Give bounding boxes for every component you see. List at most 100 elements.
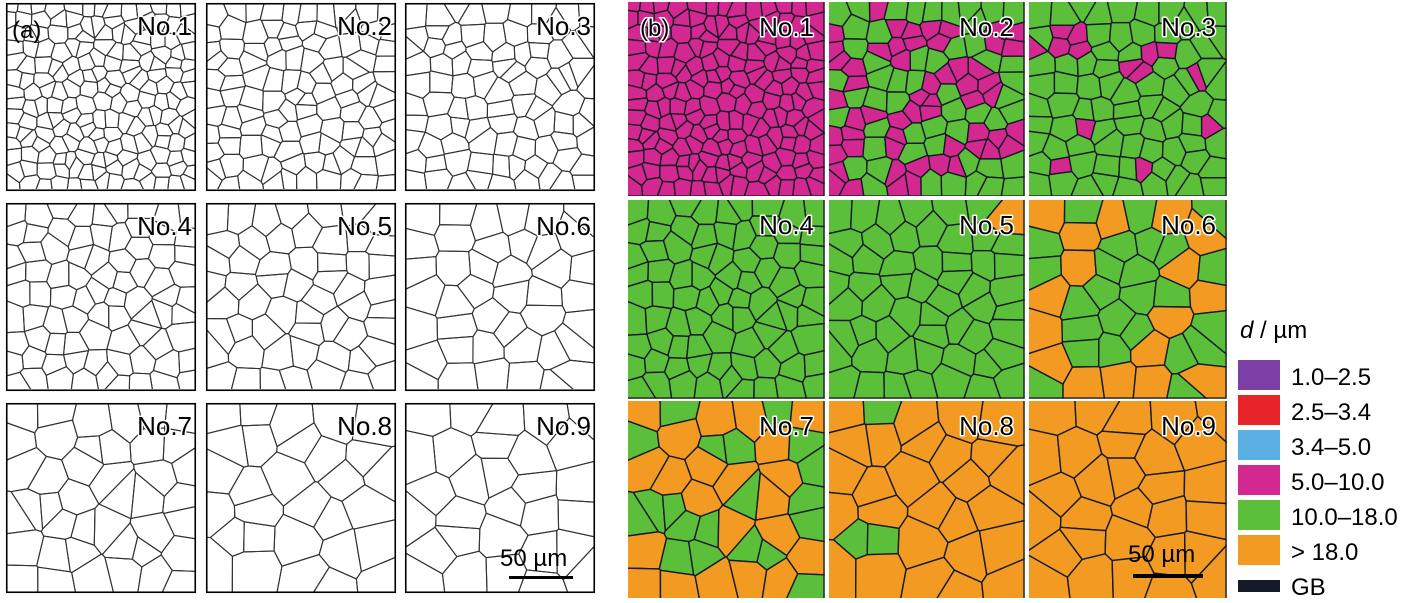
panel-b-tile-label: No.4: [759, 210, 814, 240]
colored-grain: [1156, 42, 1177, 58]
grain-boundary: [180, 13, 198, 37]
panel-a-tile-label: No.2: [337, 11, 392, 41]
grain-boundary: [177, 370, 198, 393]
panel-a-tile-frame: [404, 202, 596, 392]
colored-grain: [806, 177, 824, 197]
panel-b-tile-label: No.5: [959, 210, 1014, 240]
panel-a-tile-label: No.8: [337, 411, 392, 441]
legend-swatch: [1238, 395, 1280, 425]
colored-grain: [984, 338, 1024, 370]
panel-a-tile-label: No.9: [536, 411, 591, 441]
legend-title-var: d: [1240, 317, 1254, 344]
legend-swatch: [1238, 500, 1280, 530]
grain-boundary: [359, 336, 398, 366]
legend-label: 10.0–18.0: [1291, 504, 1398, 531]
legend-swatch: [1238, 430, 1280, 460]
colored-grain: [1200, 178, 1226, 197]
colored-grain: [660, 570, 699, 598]
panel-a-tile-frame: [5, 402, 197, 594]
grain-boundary: [180, 174, 198, 193]
grain-boundary: [564, 201, 597, 240]
grain-boundary: [363, 446, 398, 504]
panel-b-scale-line: [1133, 574, 1203, 578]
panel-a-tile-frame: [205, 2, 397, 192]
legend-swatch: [1238, 535, 1280, 565]
legend-label: GB: [1291, 574, 1326, 598]
colored-grain: [926, 285, 963, 317]
grain-boundary: [376, 174, 398, 193]
colored-grain: [1178, 364, 1226, 398]
panel-b-label: (b): [640, 15, 669, 42]
panel-b-tile: No.1: [628, 2, 824, 197]
panel-b-tile-label: No.2: [959, 12, 1014, 42]
panel-a-tile-label: No.5: [337, 211, 392, 241]
legend-label: 1.0–2.5: [1291, 364, 1371, 391]
colored-grain: [1062, 315, 1103, 342]
colored-grain: [941, 172, 966, 197]
panel-b-tile-label: No.7: [759, 411, 814, 441]
colored-grain: [797, 305, 824, 327]
colored-grain: [989, 319, 1024, 348]
panel-b-scale-bar: 50 µm: [1128, 541, 1203, 578]
colored-grain: [1182, 113, 1202, 136]
panel-a-tile-label: No.6: [536, 211, 591, 241]
colored-grain: [670, 98, 686, 114]
panel-b-tile-label: No.6: [1161, 210, 1216, 240]
grain-boundary: [356, 556, 398, 595]
grain-boundary: [178, 201, 198, 228]
colored-grain: [803, 374, 824, 398]
colored-grain: [856, 554, 906, 598]
panel-a-tile-background: [206, 3, 396, 191]
panel-b-tile: No.9: [1029, 401, 1226, 598]
panel-a-tile: No.2: [205, 2, 398, 193]
legend-swatch: [1238, 360, 1280, 390]
grain-boundary: [364, 318, 398, 346]
panel-a-scale-line: [509, 576, 573, 579]
colored-grain: [993, 363, 1024, 398]
panel-b-tile: No.8: [829, 401, 1024, 598]
panel-a-tile-background: [405, 3, 595, 191]
colored-grain: [1077, 74, 1102, 100]
legend-label: 3.4–5.0: [1291, 434, 1371, 461]
colored-grain: [942, 252, 972, 272]
panel-b-tile: No.2: [829, 2, 1024, 197]
panel-a-tile: No.6: [404, 201, 597, 392]
colored-grain: [1182, 325, 1226, 367]
legend-label: 5.0–10.0: [1291, 469, 1384, 496]
grain-boundary: [572, 175, 597, 193]
colored-grain: [999, 56, 1024, 72]
colored-grain: [706, 2, 719, 16]
panel-a-tile-frame: [5, 202, 197, 392]
panel-a-tile: No.3: [404, 2, 597, 193]
legend-swatch: [1238, 465, 1280, 495]
panel-a-tile-frame: [205, 402, 397, 594]
panel-b-tile: No.7: [628, 401, 824, 598]
panel-a-tile: No.8: [205, 402, 398, 595]
grain-boundary: [172, 303, 198, 324]
colored-grain: [1005, 119, 1024, 146]
panel-a-tile: No.1: [5, 2, 198, 193]
legend-swatch: [1238, 580, 1280, 592]
panel-a-tile-background: [405, 203, 595, 391]
panel-b: No.1 No.2 No.3 No.4 No.5 No.6 No.7 No.8 No.9: [628, 2, 1226, 598]
colored-grain: [754, 377, 778, 398]
panel-a-tile-frame: [205, 202, 397, 392]
colored-grain: [652, 282, 673, 309]
panel-a-tile-label: No.3: [536, 11, 591, 41]
colored-grain: [1091, 97, 1114, 122]
colored-grain: [884, 2, 908, 20]
panel-a-tile-frame: [5, 2, 197, 192]
panel-a-label: (a): [12, 17, 41, 44]
panel-a-tile: No.7: [5, 402, 198, 595]
panel-b-tile: No.5: [829, 200, 1024, 398]
panel-a-tile: No.5: [205, 202, 398, 392]
grain-boundary: [380, 118, 398, 144]
colored-grain: [922, 2, 942, 22]
colored-grain: [674, 178, 692, 197]
colored-grain: [1133, 365, 1172, 398]
panel-a-tile-frame: [404, 2, 596, 192]
grain-boundary: [161, 570, 198, 595]
colored-grain: [804, 351, 824, 377]
